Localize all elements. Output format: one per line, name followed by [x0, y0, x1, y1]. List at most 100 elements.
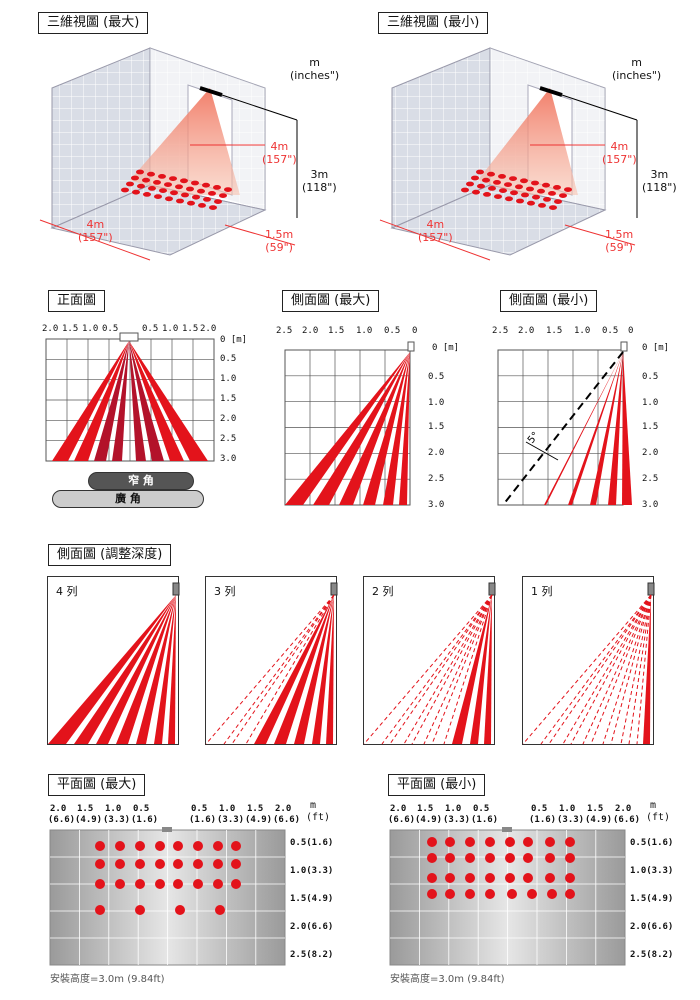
depth-beam-dashed	[245, 594, 335, 745]
plan-right-tick: 0.5(1.6)	[630, 838, 674, 848]
depth-beam	[326, 595, 334, 744]
side-max-unit: 0 [m]	[432, 343, 460, 353]
plan-top-tick: (3.3)	[103, 815, 131, 825]
plan-top-tick: (6.6)	[613, 815, 641, 825]
plan-right-tick: 2.0(6.6)	[290, 922, 334, 932]
detection-dot	[181, 192, 189, 198]
detection-dot	[542, 182, 550, 188]
plan-top-tick: 1.0	[219, 804, 236, 814]
plan-right-tick: 1.0(3.3)	[630, 866, 674, 876]
detection-dot	[158, 174, 166, 179]
detection-dot	[115, 859, 125, 869]
depth-beam-dashed	[389, 594, 493, 745]
detection-dot	[215, 905, 225, 915]
detection-dot	[445, 889, 455, 899]
front-title: 正面圖	[48, 290, 106, 312]
side-max-right-tick: 1.0	[428, 398, 445, 408]
depth-beam	[312, 595, 334, 744]
detection-dot	[527, 889, 537, 899]
detection-dot	[135, 859, 145, 869]
detection-dot	[213, 859, 223, 869]
depth-beam	[74, 595, 176, 744]
detection-dot	[498, 174, 506, 179]
detection-dot	[231, 879, 241, 889]
plan-top-tick: 0.5	[473, 804, 490, 814]
detection-dot	[445, 853, 455, 863]
side-beam	[590, 352, 623, 505]
front-beam	[112, 341, 129, 461]
detection-dot	[488, 186, 496, 191]
side-max-top-tick: 1.0	[356, 326, 373, 336]
plan-min-title: 平面圖 (最小)	[388, 774, 486, 796]
depth-panel-label: 3 列	[214, 585, 236, 598]
plan-top-tick: 1.0	[445, 804, 462, 814]
plan-min-note: 安裝高度=3.0m (9.84ft)	[390, 974, 505, 985]
detection-dot	[155, 879, 165, 889]
detection-dot	[505, 196, 513, 202]
detection-dot	[137, 183, 145, 189]
front-top-tick: 2.0	[42, 324, 59, 334]
detection-dot	[494, 194, 502, 200]
plan-top-tick: 1.5	[417, 804, 434, 814]
room-3d-min	[390, 47, 607, 256]
detection-dot	[465, 889, 475, 899]
front-unit: 0 [m]	[220, 335, 248, 345]
detection-dot	[487, 171, 495, 177]
side-beam	[383, 352, 410, 505]
detection-dot	[170, 190, 178, 196]
depth-panel: 4 列	[47, 576, 180, 745]
depth-beam-dashed	[381, 594, 493, 745]
detection-dot	[505, 873, 515, 883]
plan-top-tick: (3.3)	[557, 815, 585, 825]
front-right-tick: 2.0	[220, 414, 237, 424]
side-max-right-tick: 3.0	[428, 500, 445, 510]
detection-dot	[483, 192, 491, 197]
side-min-right-tick: 1.0	[642, 398, 659, 408]
side-beam	[608, 352, 623, 505]
front-top-tick: 0.5	[142, 324, 159, 334]
view3d-max-floor-depth: 4m (157")	[78, 218, 113, 244]
detection-dot	[132, 189, 140, 195]
detection-dot	[545, 873, 555, 883]
view3d-min-title: 三維視圖 (最小)	[378, 12, 489, 34]
plan-right-tick: 1.0(3.3)	[290, 866, 334, 876]
view3d-max-width: 1.5m (59")	[265, 228, 294, 254]
detection-dot	[476, 169, 484, 175]
side-min-top-tick: 0	[628, 326, 634, 336]
sensor-box	[330, 582, 338, 596]
detection-dot	[213, 185, 221, 190]
side-max-right-tick: 2.5	[428, 474, 445, 484]
plan-top-tick: (4.9)	[75, 815, 103, 825]
plan-top-tick: 2.0	[50, 804, 67, 814]
sensor-box	[407, 341, 415, 352]
sensor-box	[172, 582, 180, 596]
plan-top-tick: 2.0	[390, 804, 407, 814]
detection-dot	[445, 837, 455, 847]
side-min-right-tick: 2.5	[642, 474, 659, 484]
detection-dot	[538, 203, 546, 208]
depth-beam	[294, 595, 334, 744]
detection-dot	[187, 200, 195, 206]
view3d-min-height: 3m (118")	[642, 168, 677, 194]
detection-dot	[203, 197, 211, 202]
front-top-tick: 1.5	[62, 324, 79, 334]
detection-dot	[193, 879, 203, 889]
detection-dot	[209, 205, 217, 211]
detection-dot	[505, 837, 515, 847]
plan-top-tick: (3.3)	[443, 815, 471, 825]
detection-dot	[224, 187, 232, 193]
room-3d-max	[50, 47, 267, 256]
plan-unit2: (ft)	[646, 812, 671, 823]
detection-dot	[485, 853, 495, 863]
detection-dot	[532, 194, 540, 200]
detection-dot	[477, 183, 485, 189]
depth-beam	[470, 595, 492, 744]
detection-dot	[472, 189, 480, 195]
side-beam	[622, 352, 632, 505]
plan-top-tick: (4.9)	[245, 815, 273, 825]
side-min-top-tick: 1.5	[546, 326, 563, 336]
side-beam	[313, 352, 410, 505]
detection-dot	[165, 196, 173, 202]
detection-dot	[126, 181, 134, 187]
sensor-box	[119, 332, 139, 342]
